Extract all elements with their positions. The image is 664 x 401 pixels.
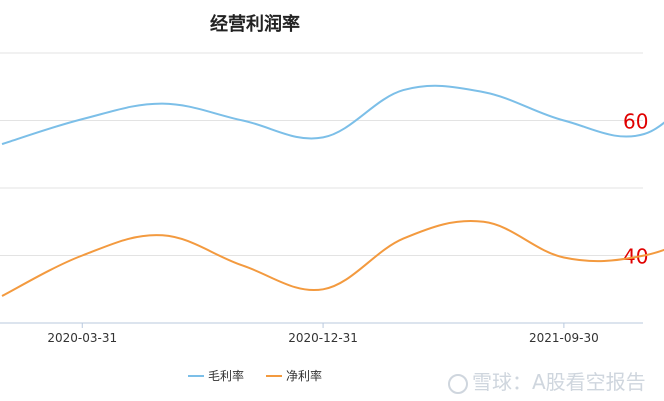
snowball-logo-icon — [448, 373, 468, 394]
legend-label: 净利率 — [286, 368, 322, 383]
series-line-0 — [1, 84, 664, 146]
x-tick-label: 2020-03-31 — [47, 331, 117, 345]
watermark-text: 雪球：A股看空报告 — [472, 370, 646, 394]
legend-label: 毛利率 — [208, 368, 244, 383]
x-tick-label: 2020-12-31 — [288, 331, 358, 345]
y-tick-label: 60 — [623, 110, 648, 134]
series-line-1 — [1, 220, 664, 297]
watermark: 雪球：A股看空报告 — [448, 366, 646, 395]
chart-title: 经营利润率 — [210, 14, 300, 35]
x-tick-label: 2021-09-30 — [529, 331, 599, 345]
